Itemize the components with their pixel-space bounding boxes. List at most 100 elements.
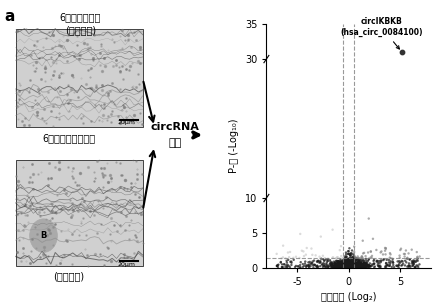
- Point: [345, 265, 352, 270]
- Point: [336, 259, 343, 264]
- Point: [365, 216, 373, 221]
- Point: [353, 261, 360, 265]
- Point: [344, 262, 351, 267]
- Point: [337, 264, 344, 269]
- Point: [353, 264, 361, 269]
- Point: [338, 254, 345, 258]
- Point: [374, 261, 381, 265]
- Point: [342, 263, 349, 268]
- Point: [352, 264, 359, 268]
- Point: [351, 264, 358, 268]
- Point: [360, 263, 367, 268]
- Point: [343, 265, 350, 270]
- Point: [318, 262, 325, 267]
- Point: [346, 264, 353, 269]
- Point: [348, 264, 355, 268]
- Point: [345, 263, 353, 268]
- Point: [384, 263, 391, 268]
- Point: [340, 260, 347, 265]
- Point: [345, 265, 352, 270]
- Point: [348, 264, 355, 269]
- Point: [397, 247, 404, 252]
- Point: [350, 264, 357, 268]
- Point: [405, 251, 412, 256]
- Point: [345, 262, 352, 267]
- Point: [345, 264, 352, 269]
- Point: [333, 263, 340, 268]
- Point: [357, 264, 364, 268]
- Point: [370, 261, 377, 266]
- Point: [337, 265, 344, 270]
- Point: [341, 261, 348, 266]
- Point: [346, 260, 353, 265]
- Point: [350, 261, 357, 266]
- Point: [355, 258, 362, 263]
- Point: [332, 259, 339, 264]
- Point: [341, 261, 348, 266]
- Point: [334, 264, 341, 269]
- Point: [342, 264, 349, 269]
- Point: [345, 260, 352, 264]
- Point: [353, 264, 360, 269]
- Point: [346, 260, 353, 265]
- Point: [309, 263, 316, 268]
- Point: [356, 265, 363, 270]
- Point: [313, 259, 321, 264]
- Point: [395, 263, 402, 268]
- Point: [354, 263, 361, 268]
- Point: [360, 258, 367, 263]
- Point: [383, 261, 390, 265]
- Point: [347, 259, 354, 264]
- Point: [376, 261, 383, 266]
- Point: [352, 260, 359, 265]
- Point: [310, 262, 317, 267]
- Point: [333, 256, 341, 261]
- Point: [343, 261, 350, 266]
- Point: [341, 261, 348, 265]
- Point: [347, 265, 354, 270]
- Point: [345, 262, 353, 267]
- Point: [321, 265, 329, 270]
- Point: [340, 263, 347, 268]
- Point: [339, 261, 346, 266]
- Point: [347, 263, 354, 268]
- Point: [341, 264, 348, 268]
- Point: [338, 264, 345, 269]
- Point: [332, 264, 339, 269]
- Point: [339, 264, 346, 269]
- Point: [352, 262, 359, 267]
- Point: [343, 264, 350, 269]
- Point: [367, 264, 374, 269]
- Point: [283, 260, 290, 265]
- Point: [351, 263, 358, 268]
- Point: [337, 264, 344, 269]
- Point: [333, 261, 341, 266]
- Point: [341, 265, 349, 270]
- Point: [337, 265, 344, 270]
- Point: [350, 263, 357, 268]
- Point: [351, 257, 358, 262]
- Point: [363, 261, 370, 265]
- Point: [344, 263, 351, 268]
- Point: [305, 263, 312, 268]
- Point: [369, 254, 376, 258]
- Point: [337, 265, 344, 270]
- Point: [343, 263, 350, 268]
- Bar: [16, 29, 143, 126]
- Point: [340, 262, 347, 267]
- Point: [347, 254, 354, 258]
- Point: [349, 265, 356, 270]
- Point: [342, 255, 349, 260]
- Point: [350, 264, 357, 269]
- Point: [350, 260, 357, 265]
- Point: [347, 264, 354, 268]
- Point: [344, 257, 351, 262]
- Point: [339, 261, 346, 266]
- Point: [340, 262, 347, 267]
- Point: [342, 264, 349, 268]
- Point: [351, 259, 358, 264]
- Point: [345, 264, 352, 269]
- Point: [353, 256, 360, 261]
- Point: [341, 263, 348, 268]
- Point: [341, 261, 348, 266]
